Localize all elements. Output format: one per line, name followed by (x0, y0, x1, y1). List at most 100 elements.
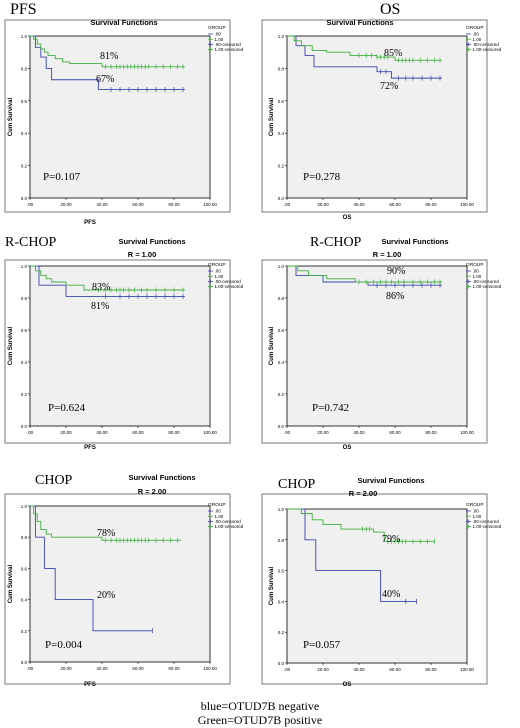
y-tick-label: 1.0 (21, 504, 28, 509)
x-axis-label: OS (343, 215, 352, 221)
y-tick-label: 0.6 (21, 99, 28, 104)
legend-item: .00 (215, 269, 222, 274)
plot-area (286, 265, 468, 427)
x-axis-label: PFS (84, 445, 96, 451)
x-tick-label: 60.00 (389, 430, 401, 435)
y-tick-label: 0.8 (21, 535, 28, 540)
plot-area (29, 265, 211, 427)
chart-subtitle: R = 1.00 (373, 250, 402, 259)
legend-item: .00 (215, 509, 222, 514)
legend-item: 1.00 (473, 514, 482, 519)
series-line-positive (30, 505, 182, 541)
pct-positive-label: 83% (92, 282, 110, 293)
legend-item: .00 (473, 269, 480, 274)
series-line-negative (30, 265, 185, 297)
x-tick-label: 60.00 (132, 202, 144, 207)
p-value-label: P=0.278 (303, 171, 341, 183)
plot-area (286, 35, 468, 199)
panel-side-label: CHOP (35, 473, 73, 488)
y-tick-label: 0.6 (21, 566, 28, 571)
pct-positive-label: 85% (384, 48, 402, 59)
legend-title: GROUP (208, 25, 226, 31)
legend-note-negative: blue=OTUD7B negative (200, 699, 320, 713)
y-tick-label: 0.4 (21, 598, 28, 603)
pct-negative-label: 86% (386, 291, 404, 302)
y-axis-label: Cum Survival (8, 327, 14, 366)
plot-area (29, 505, 211, 663)
legend-item: .00 (215, 32, 222, 37)
y-tick-label: 0.6 (278, 99, 285, 104)
series-line-positive (287, 508, 435, 542)
x-tick-label: 20.00 (60, 202, 72, 207)
y-tick-label: 0.6 (278, 569, 285, 574)
legend-item: 1.00 (473, 274, 482, 279)
y-axis-label: Cum Survival (269, 567, 275, 606)
y-tick-label: 0.0 (278, 424, 285, 429)
x-axis-label: PFS (84, 220, 96, 226)
x-tick-label: .00 (27, 430, 34, 435)
x-tick-label: 100.00 (203, 666, 217, 671)
series-line-positive (287, 265, 442, 283)
km-chart-1: PFS Survival Functions 0.0 0.2 0.4 0.6 0.8 1.0.… (4, 1, 244, 226)
legend-item: 1.00-censored (473, 284, 502, 289)
x-tick-label: 40.00 (353, 667, 365, 672)
x-tick-label: 80.00 (168, 202, 180, 207)
y-tick-label: 0.8 (278, 296, 285, 301)
pct-negative-label: 67% (96, 74, 114, 85)
x-tick-label: 20.00 (60, 666, 72, 671)
p-value-label: P=0.107 (43, 171, 81, 183)
chart-subtitle: R = 1.00 (128, 250, 157, 259)
x-tick-label: .00 (284, 202, 291, 207)
chart-title: Survival Functions (128, 473, 195, 482)
y-axis-label: Cum Survival (8, 565, 14, 604)
x-tick-label: 80.00 (168, 430, 180, 435)
x-tick-label: 100.00 (203, 430, 217, 435)
plot-area (29, 35, 211, 199)
y-tick-label: 0.2 (278, 392, 285, 397)
y-tick-label: 0.0 (278, 661, 285, 666)
panel-side-label: CHOP (278, 477, 316, 492)
x-tick-label: 60.00 (132, 666, 144, 671)
y-tick-label: 1.0 (21, 34, 28, 39)
y-tick-label: 0.4 (278, 599, 285, 604)
legend-item: .00-censored (473, 519, 500, 524)
x-tick-label: 80.00 (168, 666, 180, 671)
p-value-label: P=0.742 (312, 402, 349, 414)
y-axis-label: Cum Survival (269, 327, 275, 366)
y-tick-label: 0.2 (278, 164, 285, 169)
pct-negative-label: 81% (91, 301, 109, 312)
legend-item: 1.00 (473, 37, 482, 42)
legend-item: 1.00 (215, 274, 224, 279)
legend-item: 1.00-censored (215, 284, 244, 289)
pct-negative-label: 20% (97, 590, 115, 601)
y-tick-label: 1.0 (278, 264, 285, 269)
chart-title: Survival Functions (118, 237, 185, 246)
x-tick-label: 100.00 (460, 667, 474, 672)
x-axis-label: PFS (84, 682, 96, 688)
y-tick-label: 0.6 (278, 328, 285, 333)
x-tick-label: .00 (27, 666, 34, 671)
pct-negative-label: 72% (380, 81, 398, 92)
series-line-negative (287, 508, 417, 602)
panel-side-label: PFS (10, 1, 37, 18)
y-tick-label: 1.0 (21, 264, 28, 269)
pct-positive-label: 78% (97, 528, 115, 539)
series-line-positive (287, 35, 442, 61)
legend-item: 1.00 (215, 37, 224, 42)
y-tick-label: 0.2 (21, 629, 28, 634)
x-tick-label: 80.00 (425, 202, 437, 207)
panel-side-label: R-CHOP (310, 235, 362, 250)
pct-negative-label: 40% (382, 589, 400, 600)
y-tick-label: 0.4 (278, 131, 285, 136)
y-tick-label: 0.8 (278, 538, 285, 543)
x-tick-label: 60.00 (389, 202, 401, 207)
x-axis-label: OS (343, 682, 352, 688)
x-tick-label: .00 (284, 430, 291, 435)
series-line-positive (30, 265, 185, 291)
chart-title: Survival Functions (381, 237, 448, 246)
x-tick-label: 80.00 (425, 430, 437, 435)
